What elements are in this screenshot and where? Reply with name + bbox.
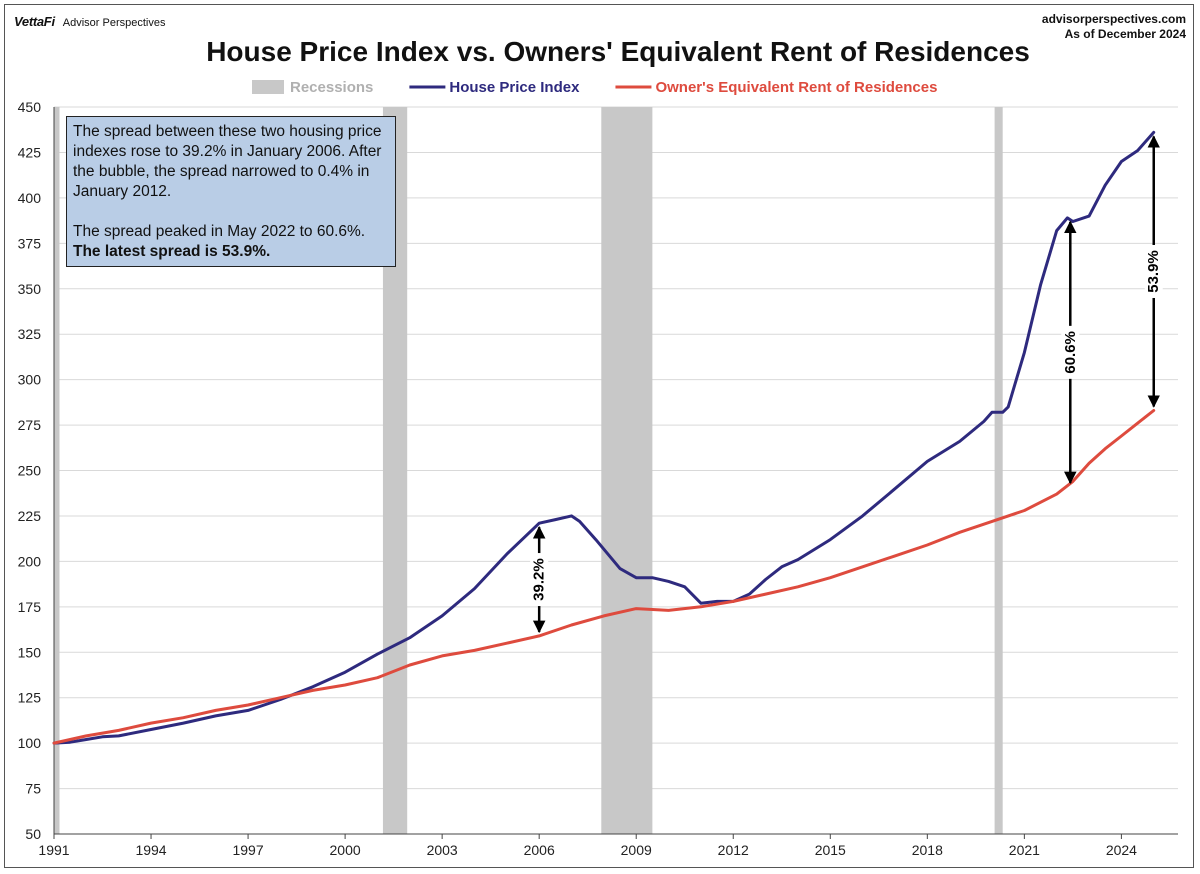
recession-band xyxy=(54,107,60,834)
as-of-date: As of December 2024 xyxy=(1064,27,1186,41)
y-tick-label: 50 xyxy=(25,826,41,842)
recession-band xyxy=(994,107,1003,834)
y-tick-label: 375 xyxy=(18,235,42,251)
y-tick-label: 325 xyxy=(18,326,42,342)
chart-title: House Price Index vs. Owners' Equivalent… xyxy=(206,36,1030,67)
oer-line xyxy=(52,409,1156,745)
x-tick-label: 2015 xyxy=(815,842,846,858)
brand-name: Advisor Perspectives xyxy=(62,17,166,29)
vettafi-logo: VettaFi xyxy=(14,14,55,29)
y-tick-label: 250 xyxy=(18,463,42,479)
x-tick-label: 1997 xyxy=(232,842,263,858)
x-tick-label: 2021 xyxy=(1009,842,1040,858)
spread-annotations: 39.2% 60.6% 53.9% xyxy=(530,135,1163,634)
legend-label: House Price Index xyxy=(449,79,580,96)
spread-label: 60.6% xyxy=(1062,331,1079,374)
y-tick-label: 100 xyxy=(18,735,42,751)
spread-label-bg xyxy=(1061,325,1080,379)
hpi-line xyxy=(52,130,1156,745)
legend-label: Owner's Equivalent Rent of Residences xyxy=(655,79,937,96)
legend: Recessions House Price Index Owner's Equiv… xyxy=(252,79,937,96)
x-tick-label: 2000 xyxy=(330,842,361,858)
x-tick-label: 2024 xyxy=(1106,842,1137,858)
y-tick-label: 125 xyxy=(18,690,42,706)
y-tick-label: 175 xyxy=(18,599,42,615)
y-tick-label: 300 xyxy=(18,372,42,388)
spread-label-bg xyxy=(1144,244,1163,298)
x-tick-label: 2003 xyxy=(427,842,458,858)
legend-label: Recessions xyxy=(290,79,373,96)
spread-label: 39.2% xyxy=(531,558,548,601)
y-tick-label: 275 xyxy=(18,417,42,433)
x-tick-label: 2018 xyxy=(912,842,943,858)
y-tick-label: 200 xyxy=(18,553,42,569)
y-tick-label: 400 xyxy=(18,190,42,206)
x-tick-label: 2006 xyxy=(524,842,555,858)
spread-label-bg xyxy=(530,553,549,607)
y-tick-label: 150 xyxy=(18,644,42,660)
axes: 50 75 100 125 150 175 200 225 250 275 300 325 350 375… xyxy=(18,99,1178,858)
spread-label: 53.9% xyxy=(1145,250,1162,293)
x-tick-label: 2009 xyxy=(621,842,652,858)
series-lines xyxy=(52,130,1156,745)
brand: VettaFi Advisor Perspectives xyxy=(14,14,165,29)
y-tick-label: 425 xyxy=(18,144,42,160)
source-url: advisorperspectives.com xyxy=(1041,12,1186,26)
legend-recession-swatch xyxy=(252,80,284,94)
annotation-para-2: The spread peaked in May 2022 to 60.6%. … xyxy=(73,222,389,262)
x-tick-label: 1991 xyxy=(38,842,69,858)
y-tick-label: 75 xyxy=(25,781,41,797)
x-tick-label: 2012 xyxy=(718,842,749,858)
x-tick-label: 1994 xyxy=(135,842,166,858)
annotation-para-1: The spread between these two housing pri… xyxy=(73,123,382,200)
annotation-latest-spread: The latest spread is 53.9%. xyxy=(73,243,271,260)
y-tick-label: 350 xyxy=(18,281,42,297)
y-tick-label: 225 xyxy=(18,508,42,524)
y-tick-label: 450 xyxy=(18,99,42,115)
recession-band xyxy=(601,107,653,834)
source-info: advisorperspectives.com As of December 2… xyxy=(1042,12,1186,42)
annotation-box: The spread between these two housing pri… xyxy=(66,116,396,267)
annotation-para-2-text: The spread peaked in May 2022 to 60.6%. xyxy=(73,223,366,240)
